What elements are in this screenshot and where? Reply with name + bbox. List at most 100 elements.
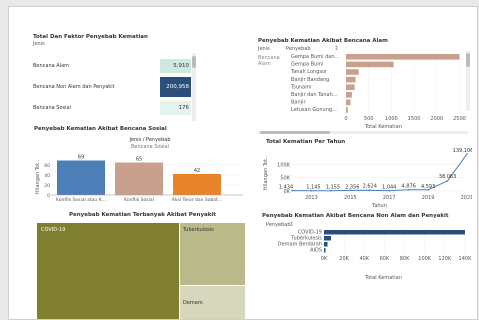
column-header-penyebab: Penyebab [286,46,311,52]
bar [324,242,328,247]
bar [346,54,460,60]
data-label: 139,106 [453,148,472,154]
data-label: 1,434 [279,185,293,191]
scrollbar[interactable] [192,53,196,121]
y-tick-label: 0 [47,193,50,199]
bar [346,61,394,68]
x-tick-label: 2019 [422,195,435,201]
bar [115,162,163,195]
x-tick-label: 2500 [453,116,466,122]
x-axis-title: Tahun [371,203,387,209]
x-tick-label: 500 [364,116,374,122]
faktor-row[interactable]: Bencana Non Alam dan Penyakit 200,958 [33,77,191,97]
data-label: 4,593 [421,184,435,190]
x-tick-label: 1500 [408,116,421,122]
x-tick-label: 120K [438,256,452,262]
faktor-row[interactable]: Bencana Alam 5,910 [33,59,191,73]
category-label: Aksi Teror dan Sabot... [172,197,222,203]
x-tick-label: 2000 [430,116,443,122]
bar [346,84,355,90]
treemap-tuberkulosis[interactable]: Tuberkulosis [180,223,245,285]
category-label: Letusan Gunung... [291,107,337,113]
category-label: Banjir [291,100,306,106]
treemap-label: Demam [183,300,203,306]
data-point [446,180,449,182]
faktor-label: Bencana Non Alam dan Penyakit [33,84,115,90]
treemap-label: Tuberkulosis [183,227,214,233]
sort-icon[interactable]: ↕ [334,45,340,52]
category-label: Gempa Bumi [291,62,324,68]
x-axis-title: Total Kematian [365,124,402,130]
non-alam-chart: 0K 20K 40K 60K 80K 100K 120K 140K COVID-19Tuberk… [278,229,473,262]
data-point [427,188,429,191]
data-label: 4,876 [402,184,416,190]
column-header: Jenis [33,41,45,47]
y-axis-title: Hilangan Tot.. [35,160,41,195]
category-label: Gempa Bumi dan... [291,54,340,60]
header-jenis-penyebab: Jenis / Penyebab [129,137,171,143]
data-point [388,189,391,192]
bencana-alam-chart: 0 500 1000 1500 2000 2500 Gempa Bumi dan... Gem… [290,51,470,122]
bar [346,92,352,98]
x-tick-label: 2017 [383,195,396,201]
x-tick-label: 2015 [344,195,357,201]
data-label: 65 [136,157,142,163]
x-tick-label: 100K [418,256,432,262]
data-point [310,189,313,192]
category-label: COVID-19 [298,230,322,236]
data-point [407,188,410,191]
bar [346,99,351,106]
category-label: AIDS [310,248,322,254]
data-label: 38,063 [439,174,457,180]
header-group: Bencana Sosial [131,144,169,150]
category-label: Banjir Bandang [291,77,329,83]
treemap-cell-bg [37,223,179,319]
data-label: 1,145 [306,185,320,191]
x-tick-label: 40K [359,256,369,262]
faktor-label: Bencana Sosial [33,105,71,111]
category-label: Tuberkulosis [290,236,322,242]
x-tick-label: 2021 [461,195,472,201]
data-point [349,189,352,192]
treemap-covid[interactable]: COVID-19 [37,223,179,319]
x-tick-label: 140K [459,256,473,262]
scrollbar-thumb [466,53,470,67]
x-tick-label: 20K [339,256,349,262]
x-tick-label: 0 [344,116,347,122]
data-label: 2,356 [345,184,359,190]
bar [346,69,359,75]
bar [173,174,221,195]
sort-icon[interactable]: ↕ [289,221,295,228]
category-label: Konflik Sosial [124,197,154,203]
faktor-row[interactable]: Bencana Sosial 176 [33,101,191,115]
panel-title: Total Dan Faktor Penyebab Kematian [33,34,148,40]
bar [324,236,332,241]
category-label: Konflik Sosial atau K... [56,197,106,203]
y-axis-title: Hilangan Tot.. [263,156,269,191]
faktor-value-cell: 176 [160,101,191,115]
panel-title: Total Kematian Per Tahun [266,139,346,145]
y-tick-label: 50K [280,176,290,182]
y-tick-label: 40 [44,173,50,179]
panel-title: Penyebab Kematian Akibat Bencana Non Ala… [262,213,449,219]
faktor-value: 176 [178,105,190,111]
scrollbar[interactable] [258,131,468,134]
data-point [368,189,371,192]
bar [324,230,465,235]
data-point [466,153,468,155]
series-line [291,153,468,192]
x-tick-label: 0K [321,256,328,262]
x-tick-label: 80K [400,256,410,262]
bar [57,160,105,195]
treemap-demam[interactable]: Demam [180,286,245,319]
data-point [291,189,293,192]
y-tick-label: 0K [284,189,291,195]
data-label: 2,624 [363,183,377,189]
faktor-value-cell: 200,958 [160,77,191,97]
column-header-penyebab: Penyebab [266,222,291,228]
panel-title: Penyebab Kematian Akibat Bencana Sosial [34,126,167,132]
data-label: 1,044 [382,185,396,191]
x-tick-label: 2013 [305,195,318,201]
category-label: Tsunami [290,84,312,90]
faktor-value: 5,910 [173,63,189,69]
